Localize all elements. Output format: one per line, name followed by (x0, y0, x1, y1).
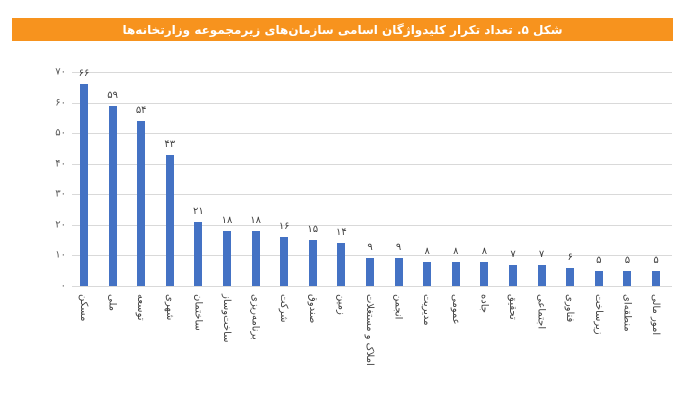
chart-title: شکل ۵. تعداد تکرار کلیدواژگان اسامی سازم… (12, 18, 673, 41)
bar-value-label: ۵ (596, 254, 602, 266)
bar (566, 267, 575, 286)
gridline (72, 286, 672, 287)
gridline (72, 163, 672, 165)
x-axis-category-label: فناوری (564, 294, 576, 323)
bar (480, 261, 489, 286)
bar-value-label: ۷ (538, 248, 545, 260)
gridline (72, 255, 672, 257)
bar-value-label: ۹ (367, 242, 373, 254)
bar (137, 120, 146, 286)
bar (165, 154, 174, 286)
bar (337, 243, 346, 286)
bar-value-label: ۸ (453, 245, 459, 257)
bar-value-label: ۲۱ (193, 205, 204, 217)
x-axis-category-label: ساخت‌وساز (221, 294, 232, 343)
bar-value-label: ۶۶ (78, 68, 90, 80)
x-axis-category-label: عمومی (449, 294, 461, 325)
bar (537, 264, 546, 286)
bar (423, 261, 432, 286)
bar (308, 240, 317, 286)
bar-value-label: ۴۳ (164, 138, 176, 150)
bar (451, 261, 460, 286)
bar (509, 264, 517, 286)
x-axis-category-label: توسعه (135, 294, 147, 321)
bar (194, 221, 203, 286)
bar (280, 237, 289, 286)
y-tick-label: ۳۰ (55, 188, 66, 200)
x-axis-category-label: منطقه‌ای (621, 294, 633, 332)
bar-value-label: ۷ (510, 248, 516, 260)
bar-value-label: ۵۹ (107, 89, 118, 101)
gridline (72, 194, 672, 196)
bar (623, 270, 632, 286)
bar-value-label: ۵ (624, 254, 631, 266)
bar (652, 270, 660, 286)
y-tick-label: ۶۰ (55, 97, 66, 109)
x-axis-category-label: ملی (106, 294, 118, 312)
x-axis-category-label: ساختمان (192, 294, 204, 331)
x-axis-category-label: زمین (335, 294, 347, 315)
bar (594, 270, 603, 286)
x-axis-category-label: برنامه‌ریزی (249, 294, 261, 340)
bar (251, 230, 260, 286)
x-axis-category-label: صندوق (306, 294, 318, 324)
bar (366, 258, 374, 286)
gridline (72, 102, 672, 104)
bar-value-label: ۸ (481, 245, 488, 257)
y-tick-label: ۷۰ (55, 66, 66, 78)
bar-value-label: ۵۴ (135, 104, 147, 116)
bar (394, 258, 403, 286)
gridline (72, 72, 672, 73)
bar-value-label: ۸ (424, 245, 430, 257)
gridline (72, 133, 672, 135)
bar-value-label: ۶ (567, 251, 573, 263)
bar-value-label: ۵ (653, 254, 659, 266)
x-axis-category-label: املاک و مستغلات (364, 294, 375, 366)
bar (108, 105, 117, 286)
x-axis-category-label: انجمن (392, 294, 404, 320)
bar (223, 230, 231, 286)
x-axis-category-label: مسکن (78, 294, 89, 322)
y-tick-label: ۰ (60, 280, 66, 292)
bar-value-label: ۱۶ (278, 221, 290, 233)
bar-value-label: ۱۴ (336, 227, 347, 239)
bar-value-label: ۱۵ (307, 224, 319, 236)
x-axis-category-label: تحقیق (507, 294, 518, 320)
bar (80, 84, 88, 286)
y-tick-label: ۱۰ (55, 249, 66, 261)
bar-value-label: ۹ (395, 242, 402, 254)
x-axis-category-label: اجتماعی (535, 294, 547, 330)
x-axis-category-label: زیرساخت (592, 294, 604, 335)
bar-value-label: ۱۸ (250, 214, 261, 226)
y-tick-label: ۵۰ (55, 127, 66, 139)
x-axis-category-label: شهری (163, 294, 175, 321)
y-tick-label: ۲۰ (55, 219, 66, 231)
x-axis-category-label: جاده (478, 294, 490, 313)
x-axis-category-label: شرکت (278, 294, 290, 323)
x-axis-category-label: امور مالی (650, 294, 661, 336)
y-tick-label: ۴۰ (55, 158, 66, 170)
gridline (72, 224, 672, 226)
x-axis-category-label: مدیریت (421, 294, 433, 326)
bar-value-label: ۱۸ (221, 214, 233, 226)
